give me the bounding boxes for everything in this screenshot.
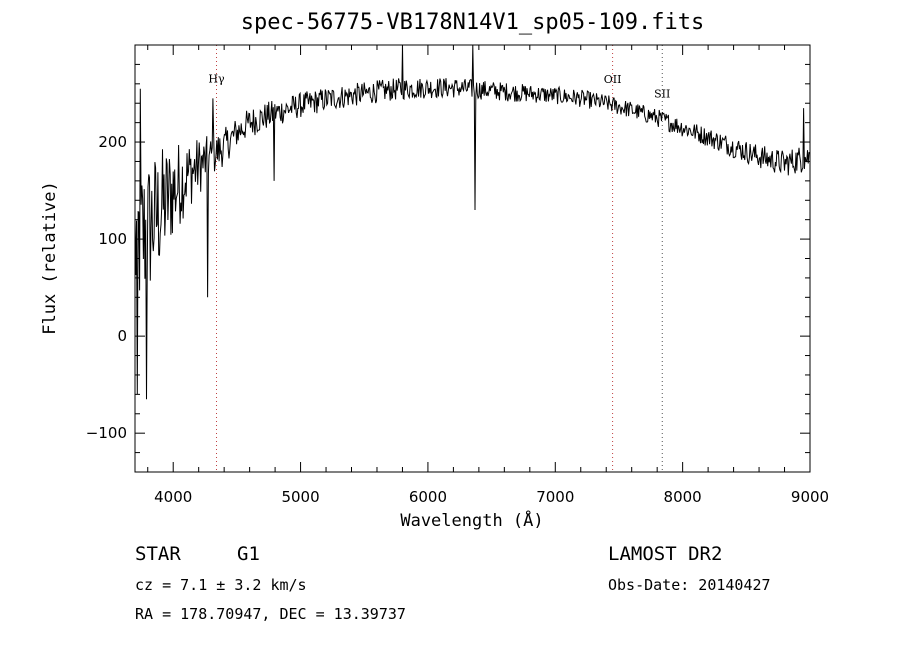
y-tick-label: 100 <box>98 230 127 248</box>
y-tick-label: 0 <box>117 327 127 345</box>
plot-frame <box>134 44 811 473</box>
y-tick-label: 200 <box>98 133 127 151</box>
x-axis-label: Wavelength (Å) <box>400 511 544 531</box>
observation-date: Obs-Date: 20140427 <box>608 576 771 594</box>
x-tick-label: 7000 <box>536 488 574 506</box>
spectral-line-label: Hγ <box>208 73 225 86</box>
chart-title: spec-56775-VB178N14V1_sp05-109.fits <box>240 10 705 35</box>
y-tick-label: −100 <box>86 424 127 442</box>
x-tick-label: 5000 <box>281 488 319 506</box>
y-axis-label: Flux (relative) <box>40 181 60 335</box>
x-tick-label: 4000 <box>154 488 192 506</box>
x-tick-label: 8000 <box>664 488 702 506</box>
spectral-line-label: OII <box>604 73 622 86</box>
marked-lines-layer: Hγ OII SII <box>208 45 670 472</box>
x-tick-label: 6000 <box>409 488 447 506</box>
object-subclass: G1 <box>237 543 260 565</box>
survey-name: LAMOST DR2 <box>608 543 723 565</box>
object-class: STAR <box>135 543 181 565</box>
redshift-velocity: cz = 7.1 ± 3.2 km/s <box>135 576 307 594</box>
spectrum-line <box>134 44 811 400</box>
x-tick-label: 9000 <box>791 488 829 506</box>
axis-ticks: 4000 5000 6000 7000 8000 9000 −100 0 100 200 <box>86 45 829 506</box>
coordinates-ra-dec: RA = 178.70947, DEC = 13.39737 <box>135 605 406 623</box>
spectral-line-label: SII <box>654 88 670 101</box>
axes-frame <box>134 44 811 473</box>
